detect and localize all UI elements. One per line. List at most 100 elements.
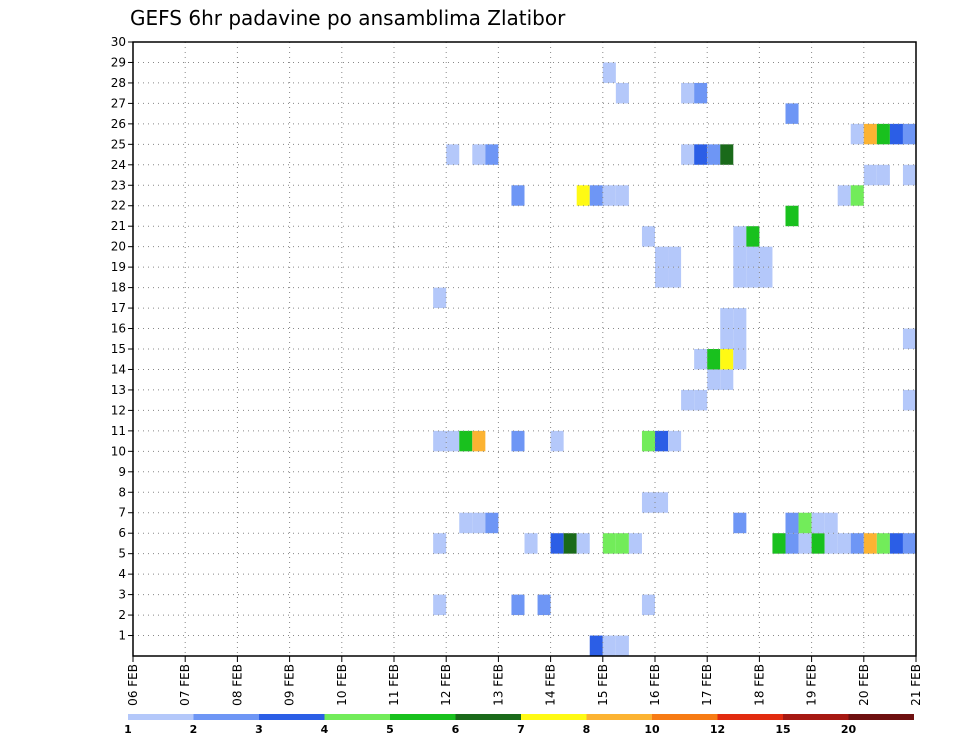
precip-cell [798, 512, 812, 534]
precip-cell [785, 533, 799, 554]
precip-cell [615, 533, 629, 554]
y-tick-label: 1 [118, 629, 126, 643]
x-tick-label: 16 FEB [648, 664, 662, 706]
precip-cell [759, 267, 773, 288]
precip-cell [720, 349, 734, 370]
precip-cell [694, 82, 708, 104]
precip-cell [850, 533, 864, 554]
precip-cell [837, 185, 851, 206]
precip-cell [902, 164, 916, 186]
precip-cell [655, 246, 669, 268]
precip-cell [602, 185, 616, 206]
y-tick-label: 4 [118, 567, 126, 581]
x-tick-label: 14 FEB [544, 664, 558, 706]
x-tick-label: 21 FEB [909, 664, 923, 706]
precip-cell [785, 512, 799, 534]
precip-cell [668, 267, 682, 288]
y-tick-label: 30 [111, 35, 126, 49]
precip-cell [876, 164, 890, 186]
y-tick-label: 8 [118, 485, 126, 499]
y-tick-label: 26 [111, 117, 126, 131]
precip-cell [707, 349, 721, 370]
precip-cell [720, 328, 734, 349]
precip-cell [798, 533, 812, 554]
precip-cell [733, 349, 747, 370]
precip-cell [668, 246, 682, 268]
precip-cell [602, 62, 616, 83]
precip-cell [863, 164, 877, 186]
y-tick-label: 29 [111, 55, 126, 69]
precip-cell [733, 308, 747, 329]
chart-title: GEFS 6hr padavine po ansamblima Zlatibor [130, 6, 566, 30]
y-tick-label: 16 [111, 322, 126, 336]
precip-cell [485, 512, 499, 534]
precip-cell [655, 267, 669, 288]
precip-cell [433, 594, 447, 616]
colorbar-label: 3 [255, 723, 263, 736]
colorbar-swatch [455, 714, 521, 720]
precip-cell [524, 533, 538, 554]
precip-cell [668, 430, 682, 452]
colorbar-label: 6 [452, 723, 460, 736]
precip-cell [681, 82, 695, 104]
y-tick-label: 10 [111, 444, 126, 458]
precip-cell [615, 635, 629, 656]
y-tick-label: 19 [111, 260, 126, 274]
x-tick-label: 20 FEB [857, 664, 871, 706]
y-tick-label: 5 [118, 547, 126, 561]
precip-cell [576, 185, 590, 206]
precip-cell [707, 144, 721, 165]
precip-cell [602, 635, 616, 656]
cells-layer [433, 62, 916, 656]
precip-cell [628, 533, 642, 554]
y-tick-label: 2 [118, 608, 126, 622]
colorbar-swatch [521, 714, 587, 720]
precip-cell [694, 389, 708, 411]
y-tick-label: 28 [111, 76, 126, 90]
precip-cell [733, 246, 747, 268]
precip-cell [785, 103, 799, 124]
grid-layer [133, 42, 916, 656]
x-tick-label: 13 FEB [491, 664, 505, 706]
y-tick-label: 3 [118, 588, 126, 602]
precip-cell [459, 430, 473, 452]
precip-cell [511, 430, 525, 452]
y-tick-label: 20 [111, 240, 126, 254]
precip-cell [563, 533, 577, 554]
y-tick-label: 12 [111, 403, 126, 417]
precip-cell [746, 267, 760, 288]
precip-cell [446, 430, 460, 452]
precip-cell [772, 533, 786, 554]
precip-cell [589, 635, 603, 656]
precip-cell [589, 185, 603, 206]
x-tick-label: 19 FEB [805, 664, 819, 706]
precip-cell [472, 430, 486, 452]
precip-cell [694, 349, 708, 370]
precip-cell [759, 246, 773, 268]
precip-cell [733, 328, 747, 349]
precip-cell [615, 185, 629, 206]
precip-cell [785, 205, 799, 227]
precip-cell [863, 533, 877, 554]
precip-cell [602, 533, 616, 554]
precip-cell [902, 328, 916, 349]
precip-cell [537, 594, 551, 616]
precip-cell [550, 533, 564, 554]
precip-cell [550, 430, 564, 452]
precip-cell [576, 533, 590, 554]
colorbar-label: 20 [841, 723, 857, 736]
precip-cell [733, 512, 747, 534]
y-tick-label: 11 [111, 424, 126, 438]
x-tick-label: 10 FEB [335, 664, 349, 706]
colorbar-swatch [783, 714, 849, 720]
colorbar-label: 5 [386, 723, 394, 736]
precip-cell [902, 533, 916, 554]
precip-cell [824, 512, 838, 534]
x-tick-label: 15 FEB [596, 664, 610, 706]
colorbar-label: 12 [710, 723, 725, 736]
precip-cell [889, 533, 903, 554]
precip-cell [746, 226, 760, 247]
precip-cell [511, 594, 525, 616]
precip-cell [446, 144, 460, 165]
colorbar-label: 10 [644, 723, 660, 736]
